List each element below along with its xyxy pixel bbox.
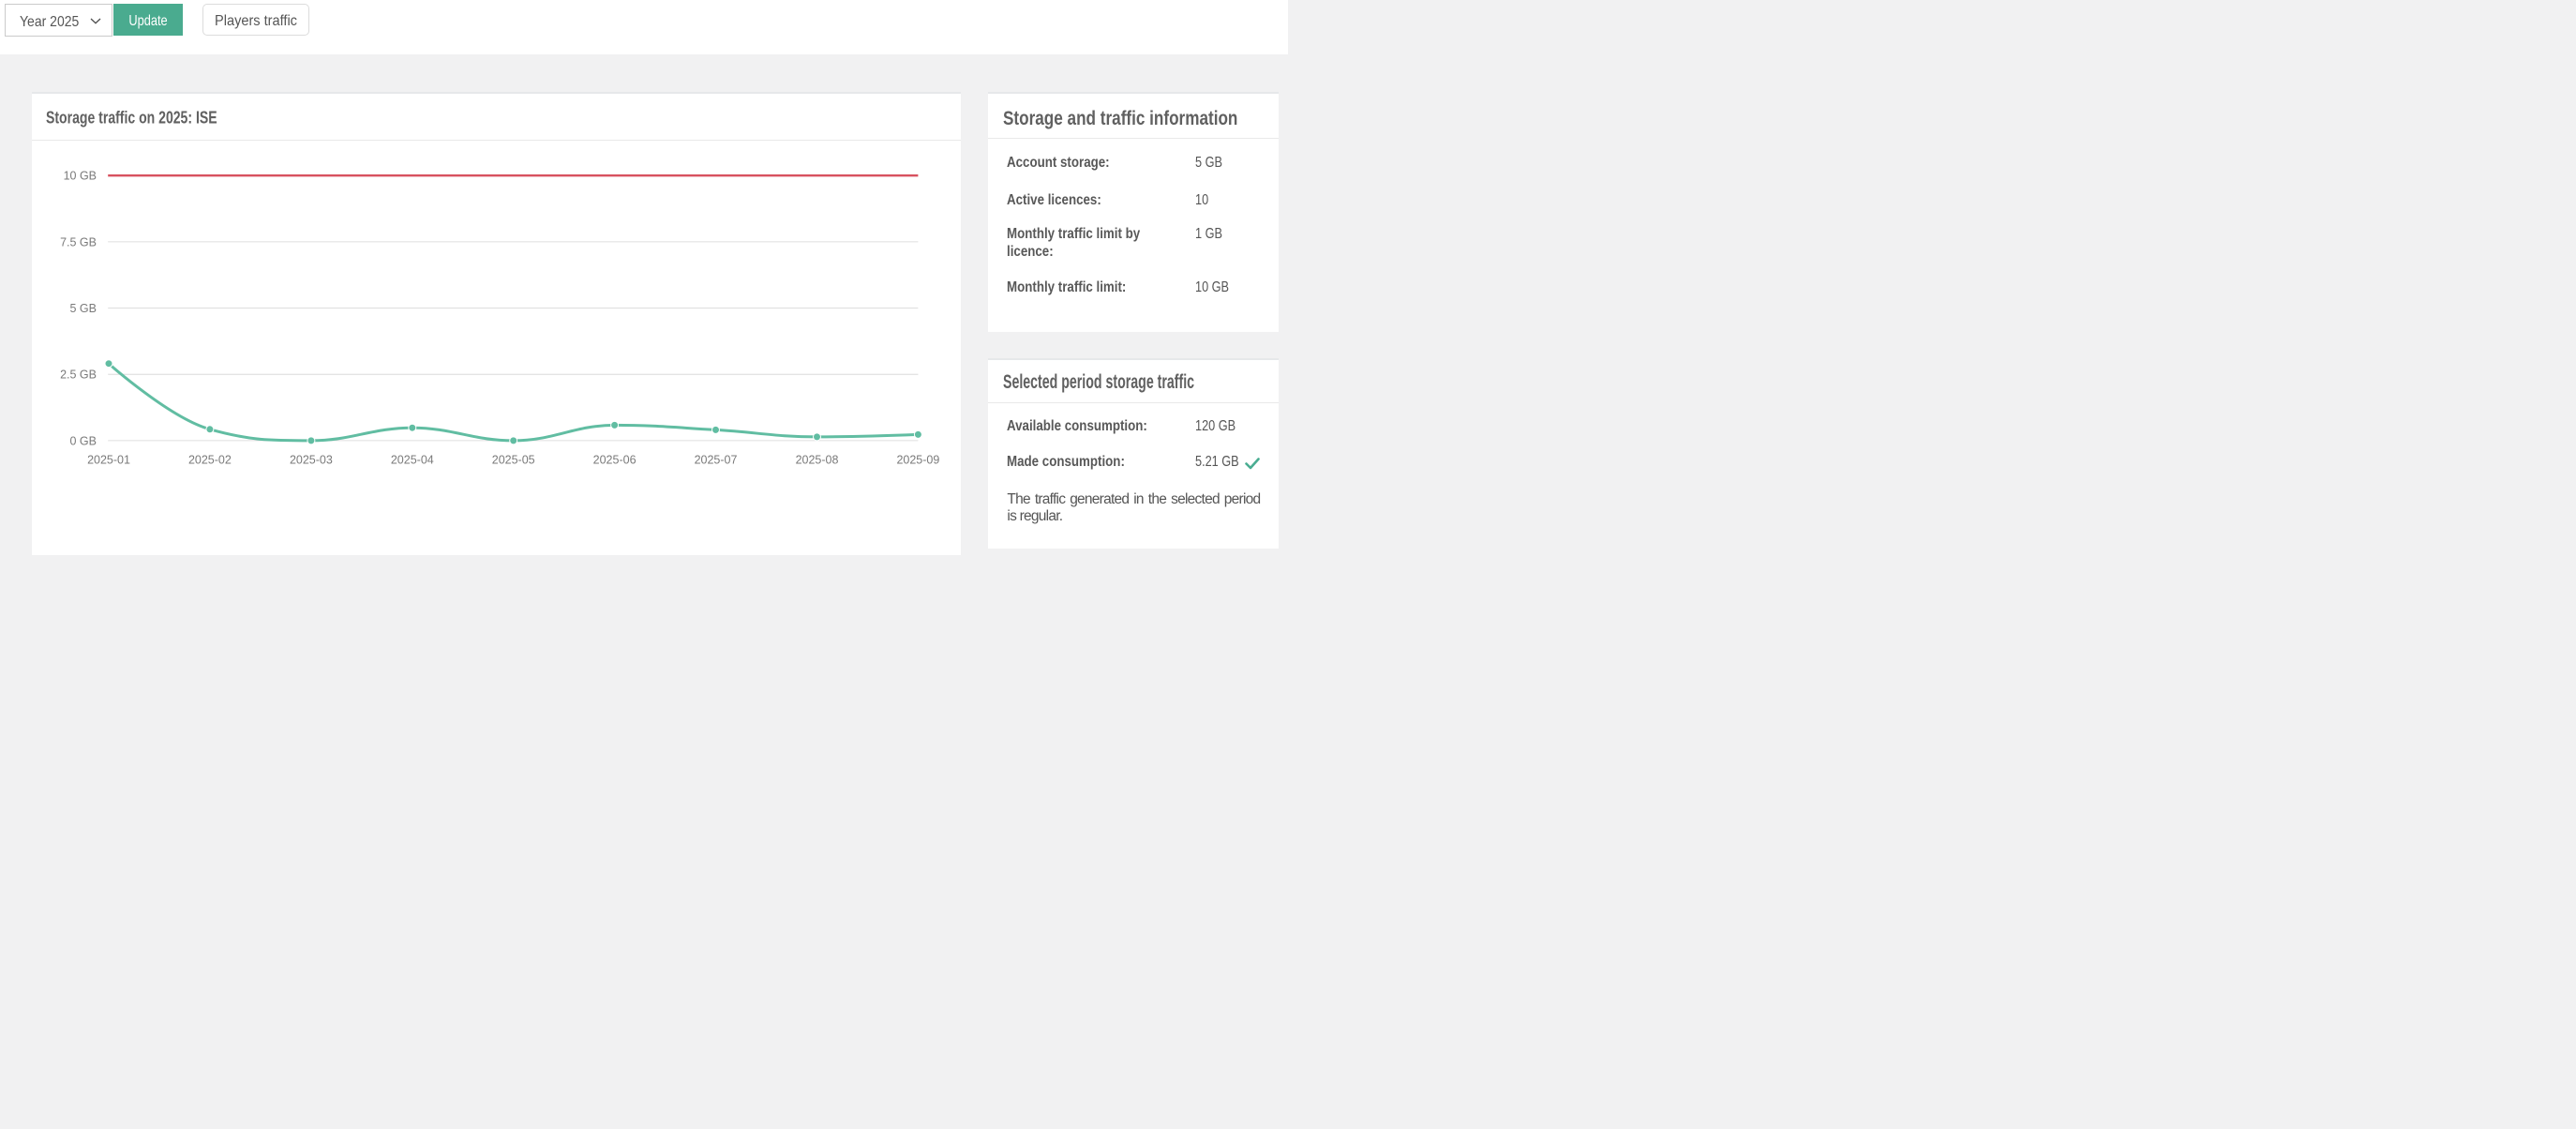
svg-text:2025-08: 2025-08 <box>795 454 838 467</box>
svg-text:2025-03: 2025-03 <box>289 454 332 467</box>
svg-text:2025-06: 2025-06 <box>592 454 636 467</box>
svg-text:0 GB: 0 GB <box>69 434 97 447</box>
svg-text:2025-01: 2025-01 <box>87 454 130 467</box>
svg-text:2025-07: 2025-07 <box>694 454 737 467</box>
svg-text:2025-05: 2025-05 <box>491 454 534 467</box>
svg-text:2025-09: 2025-09 <box>896 454 939 467</box>
svg-text:5 GB: 5 GB <box>69 302 97 315</box>
svg-text:10 GB: 10 GB <box>63 170 96 183</box>
svg-text:7.5 GB: 7.5 GB <box>60 235 97 248</box>
svg-text:2025-02: 2025-02 <box>187 454 231 467</box>
svg-text:2.5 GB: 2.5 GB <box>60 369 97 382</box>
svg-text:2025-04: 2025-04 <box>390 454 433 467</box>
